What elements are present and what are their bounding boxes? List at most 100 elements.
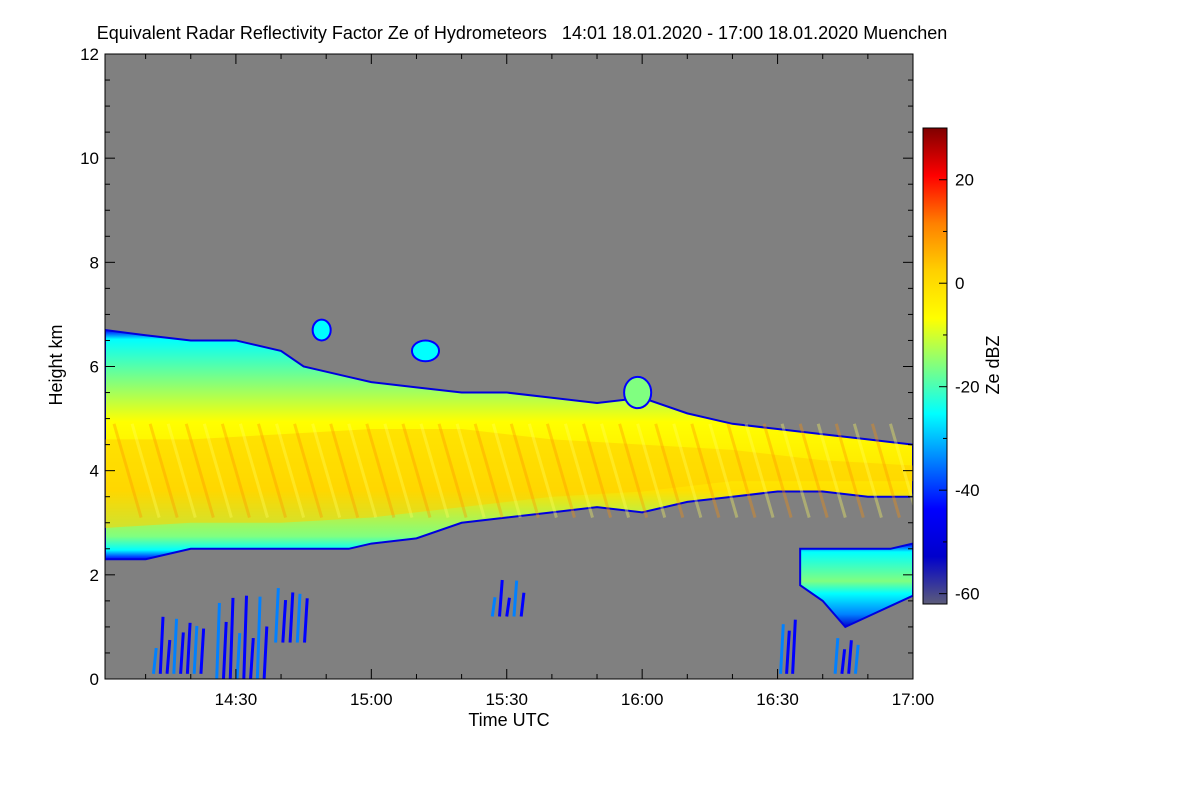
colorbar-label: Ze dBZ (983, 335, 1003, 394)
fall-streak (148, 423, 179, 518)
low-echo-streak (791, 619, 797, 674)
fall-streak (238, 423, 269, 518)
y-axis: 0 2 4 6 8 10 12 (80, 45, 913, 689)
fall-streak (545, 423, 576, 518)
low-echo-streak (833, 638, 840, 674)
low-echo-streak (242, 595, 249, 679)
y-tick-label: 6 (90, 358, 99, 377)
low-echo-streak (505, 597, 511, 617)
low-echo-streak (785, 630, 791, 674)
fall-streak (383, 423, 414, 518)
fall-streak (563, 423, 594, 518)
plot-area (105, 54, 913, 679)
fall-streak (527, 423, 558, 518)
plot-frame (104, 53, 914, 680)
low-echo-streak (192, 625, 199, 674)
y-tick-label: 0 (90, 670, 99, 689)
low-echo-streak (840, 649, 847, 674)
fall-streak (202, 423, 233, 518)
fall-streak (852, 423, 883, 518)
low-echo-streak (152, 647, 158, 674)
x-tick-label: 16:00 (621, 690, 664, 709)
colorbar-scale (922, 127, 948, 605)
y-tick-label: 12 (80, 45, 99, 64)
low-echo-streak (288, 592, 295, 643)
fall-streak (600, 423, 631, 518)
fall-streak (690, 423, 721, 518)
fall-streak (473, 423, 504, 518)
low-echo-streak (235, 633, 242, 679)
fall-streak (834, 423, 865, 518)
fall-streak (311, 423, 342, 518)
fall-streak (401, 423, 432, 518)
low-echo-streak (498, 579, 504, 617)
low-echo-streak (179, 632, 185, 674)
fall-streak (437, 423, 468, 518)
fall-streak (220, 423, 251, 518)
y-tick-label: 8 (90, 253, 99, 272)
fall-streak (419, 423, 450, 518)
y-axis-label: Height km (46, 324, 66, 405)
fall-streaks (112, 423, 913, 518)
low-echo-streak (199, 628, 206, 674)
fall-streak (726, 423, 757, 518)
x-tick-label: 17:00 (892, 690, 935, 709)
fall-streak (708, 423, 739, 518)
x-tick-label: 15:30 (485, 690, 528, 709)
low-echo-streak (172, 618, 179, 674)
fall-streak (798, 423, 829, 518)
low-echo-streak (185, 622, 192, 674)
low-echo-streak (262, 626, 269, 679)
colorbar-tick-label: -20 (955, 378, 980, 397)
cloud-core-band (105, 429, 913, 528)
low-echo-2 (215, 595, 269, 679)
low-echo-streak (255, 596, 262, 679)
upper-echo-patch-3 (623, 375, 653, 410)
colorbar: -60 -40 -20 0 20 (922, 127, 980, 605)
low-echo-streak (853, 644, 860, 674)
colorbar-tick-label: 0 (955, 274, 964, 293)
colorbar-tick-label: -60 (955, 585, 980, 604)
low-echo-4 (490, 579, 526, 617)
fall-streak (816, 423, 847, 518)
low-echo-streak (274, 588, 280, 643)
fall-streak (112, 423, 143, 518)
low-echo-streak (519, 592, 526, 617)
y-tick-label: 10 (80, 149, 99, 168)
colorbar-tick-label: 20 (955, 171, 974, 190)
fall-streak (293, 423, 324, 518)
low-echo-6 (833, 638, 860, 674)
x-tick-label: 14:30 (215, 690, 258, 709)
x-axis-label: Time UTC (468, 710, 549, 730)
low-echo-5 (779, 619, 797, 674)
low-echo-streak (490, 597, 497, 617)
low-echo-streak (295, 593, 302, 643)
chart-title: Equivalent Radar Reflectivity Factor Ze … (97, 23, 948, 43)
colorbar-tick-label: -40 (955, 481, 980, 500)
low-echo-3 (274, 588, 309, 643)
fall-streak (275, 423, 306, 518)
fall-streak (166, 423, 197, 518)
low-echo-streak (281, 599, 288, 643)
fall-streak (744, 423, 775, 518)
y-tick-label: 4 (90, 462, 99, 481)
fall-streak (455, 423, 486, 518)
fall-streak (618, 423, 649, 518)
low-echo-streak (847, 640, 853, 674)
fall-streak (184, 423, 215, 518)
low-echo-1 (152, 616, 206, 674)
fall-streak (870, 423, 901, 518)
upper-echo-patch-2 (311, 318, 332, 342)
low-echo-streak (221, 621, 228, 679)
low-echo-streak (228, 597, 235, 679)
upper-echo-patch-1 (410, 339, 441, 363)
fall-streak (672, 423, 703, 518)
cloud-layer-2 (799, 542, 913, 629)
low-echo-streak (158, 616, 165, 674)
fall-streak (654, 423, 685, 518)
fall-streak (780, 423, 811, 518)
fall-streak (762, 423, 793, 518)
y-tick-label: 2 (90, 566, 99, 585)
